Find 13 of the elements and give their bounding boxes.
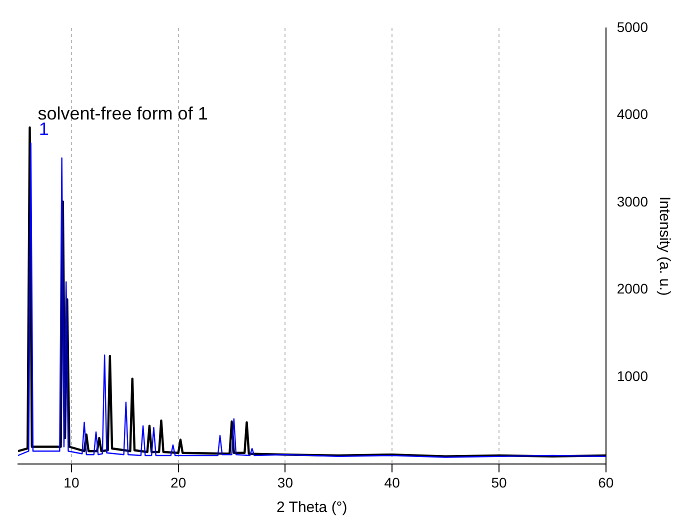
y-axis-title: Intensity (a. u.) bbox=[656, 196, 673, 296]
x-tick-label: 30 bbox=[277, 474, 294, 490]
x-tick-label: 10 bbox=[64, 474, 80, 490]
y-tick-label: 4000 bbox=[616, 106, 648, 122]
y-tick-label: 3000 bbox=[616, 193, 648, 210]
y-tick-label: 5000 bbox=[616, 18, 648, 35]
x-tick-label: 20 bbox=[170, 474, 186, 490]
y-tick-label: 1000 bbox=[616, 368, 648, 384]
y-tick-label: 2000 bbox=[616, 280, 648, 297]
x-tick-label: 40 bbox=[384, 474, 400, 490]
x-tick-label: 60 bbox=[598, 474, 614, 490]
x-tick-label: 50 bbox=[491, 474, 507, 490]
x-axis-title: 2 Theta (°) bbox=[276, 499, 348, 516]
